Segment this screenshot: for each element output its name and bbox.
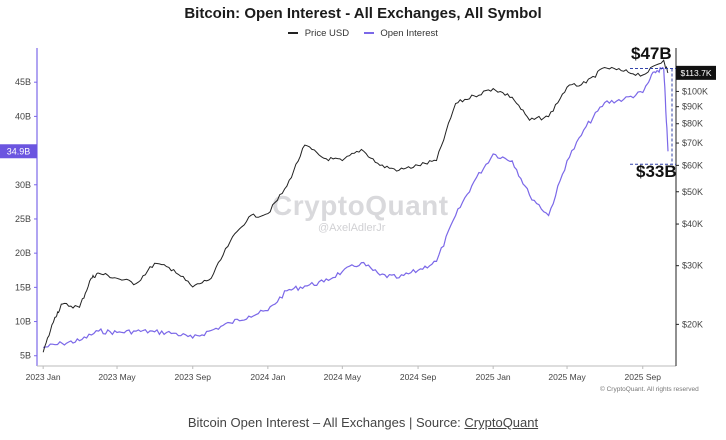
x-tick-label: 2025 May <box>548 372 586 382</box>
right-tick-label: $100K <box>682 86 708 96</box>
left-tick-label: 30B <box>15 180 31 190</box>
legend-item-oi[interactable]: Open Interest <box>363 28 438 39</box>
left-tick-label: 45B <box>15 77 31 87</box>
left-tick-label: 20B <box>15 248 31 258</box>
x-tick-label: 2024 May <box>324 372 362 382</box>
legend-label-oi: Open Interest <box>380 28 438 39</box>
watermark-logo: CryptoQuant <box>272 190 449 221</box>
source-prefix: Bitcoin Open Interest – All Exchanges | … <box>187 415 465 430</box>
legend-swatch-oi <box>363 32 374 35</box>
chart-title: Bitcoin: Open Interest - All Exchanges, … <box>184 5 542 22</box>
legend-swatch-price <box>288 32 299 35</box>
right-tick-label: $20K <box>682 319 703 329</box>
source-caption: Bitcoin Open Interest – All Exchanges | … <box>0 415 726 430</box>
right-tick-label: $40K <box>682 219 703 229</box>
series-line-open-interest <box>43 66 669 349</box>
x-tick-label: 2023 May <box>98 372 136 382</box>
right-tick-label: $30K <box>682 261 703 271</box>
right-tick-label: $80K <box>682 119 703 129</box>
current-oi-badge <box>0 144 37 159</box>
x-tick-label: 2023 Jan <box>26 372 61 382</box>
chart-legend: Price USD Open Interest <box>0 28 726 39</box>
left-tick-label: 10B <box>15 317 31 327</box>
left-tick-label: 5B <box>20 351 31 361</box>
current-oi-label: 34.9B <box>7 146 31 156</box>
watermark-handle: @AxelAdlerJr <box>318 222 386 234</box>
annotation-high: $47B <box>631 44 672 63</box>
x-tick-label: 2024 Sep <box>400 372 437 382</box>
left-tick-label: 25B <box>15 214 31 224</box>
right-tick-label: $90K <box>682 102 703 112</box>
copyright-text: © CryptoQuant. All rights reserved <box>600 386 699 393</box>
x-tick-label: 2023 Sep <box>175 372 212 382</box>
right-tick-label: $70K <box>682 138 703 148</box>
legend-item-price[interactable]: Price USD <box>288 28 349 39</box>
left-tick-label: 40B <box>15 111 31 121</box>
right-tick-label: $50K <box>682 187 703 197</box>
source-link[interactable]: CryptoQuant <box>464 415 539 430</box>
x-tick-label: 2025 Jan <box>476 372 511 382</box>
x-tick-label: 2025 Sep <box>625 372 662 382</box>
annotation-low: $33B <box>636 162 677 181</box>
x-tick-label: 2024 Jan <box>250 372 285 382</box>
left-tick-label: 15B <box>15 282 31 292</box>
right-tick-label: $60K <box>682 160 703 170</box>
series-line-price <box>42 59 669 353</box>
legend-label-price: Price USD <box>304 28 350 39</box>
current-price-label: $113.7K <box>680 68 711 78</box>
current-price-badge <box>676 65 716 80</box>
